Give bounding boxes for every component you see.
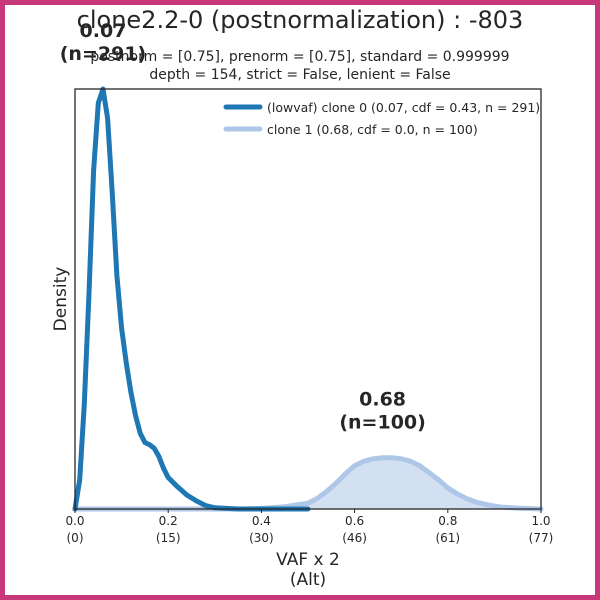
series-line-clone-1 xyxy=(72,455,544,512)
plot-area-frame xyxy=(74,88,542,510)
x-tick-label: 0.6 xyxy=(345,514,364,528)
x-tick-sublabel: (30) xyxy=(249,531,274,545)
x-axis-label-line-1: VAF x 2 xyxy=(276,550,340,570)
x-tick-sublabel: (61) xyxy=(435,531,460,545)
peak-labels: 0.68(n=100) 0.07(n=291) xyxy=(60,20,426,434)
y-axis-label: Density xyxy=(51,267,71,332)
x-tick-sublabel: (15) xyxy=(156,531,181,545)
x-axis-label-line-2: (Alt) xyxy=(290,570,326,590)
x-tick-label: 0.4 xyxy=(252,514,271,528)
x-tick-label: 0.8 xyxy=(438,514,457,528)
peak-label-count-clone-1: (n=100) xyxy=(339,412,425,434)
chart-subtitle-line-2: depth = 154, strict = False, lenient = F… xyxy=(149,67,451,83)
peak-label-count-clone-0: (n=291) xyxy=(60,43,146,65)
series-line-clone-0 xyxy=(72,86,311,512)
legend-entry-clone-0: (lowvaf) clone 0 (0.07, cdf = 0.43, n = … xyxy=(267,100,540,115)
legend-entry-clone-1: clone 1 (0.68, cdf = 0.0, n = 100) xyxy=(267,122,478,137)
chart-title: clone2.2-0 (postnormalization) : -803 xyxy=(76,6,524,34)
peak-label-value-clone-1: 0.68 xyxy=(359,389,406,411)
x-tick-sublabel: (0) xyxy=(67,531,84,545)
peak-label-value-clone-0: 0.07 xyxy=(80,20,127,42)
x-tick-label: 1.0 xyxy=(531,514,550,528)
legend: (lowvaf) clone 0 (0.07, cdf = 0.43, n = … xyxy=(223,100,540,137)
series-layer xyxy=(72,86,544,512)
chart-subtitle-line-1: postnorm = [0.75], prenorm = [0.75], sta… xyxy=(90,49,510,65)
x-tick-label: 0.0 xyxy=(65,514,84,528)
x-tick-label: 0.2 xyxy=(159,514,178,528)
x-tick-sublabel: (46) xyxy=(342,531,367,545)
x-tick-sublabel: (77) xyxy=(529,531,554,545)
x-axis-ticks: 0.0 (0) 0.2 (15) 0.4 (30) 0.6 (46) 0.8 (61) 1.0 (77… xyxy=(65,509,553,545)
